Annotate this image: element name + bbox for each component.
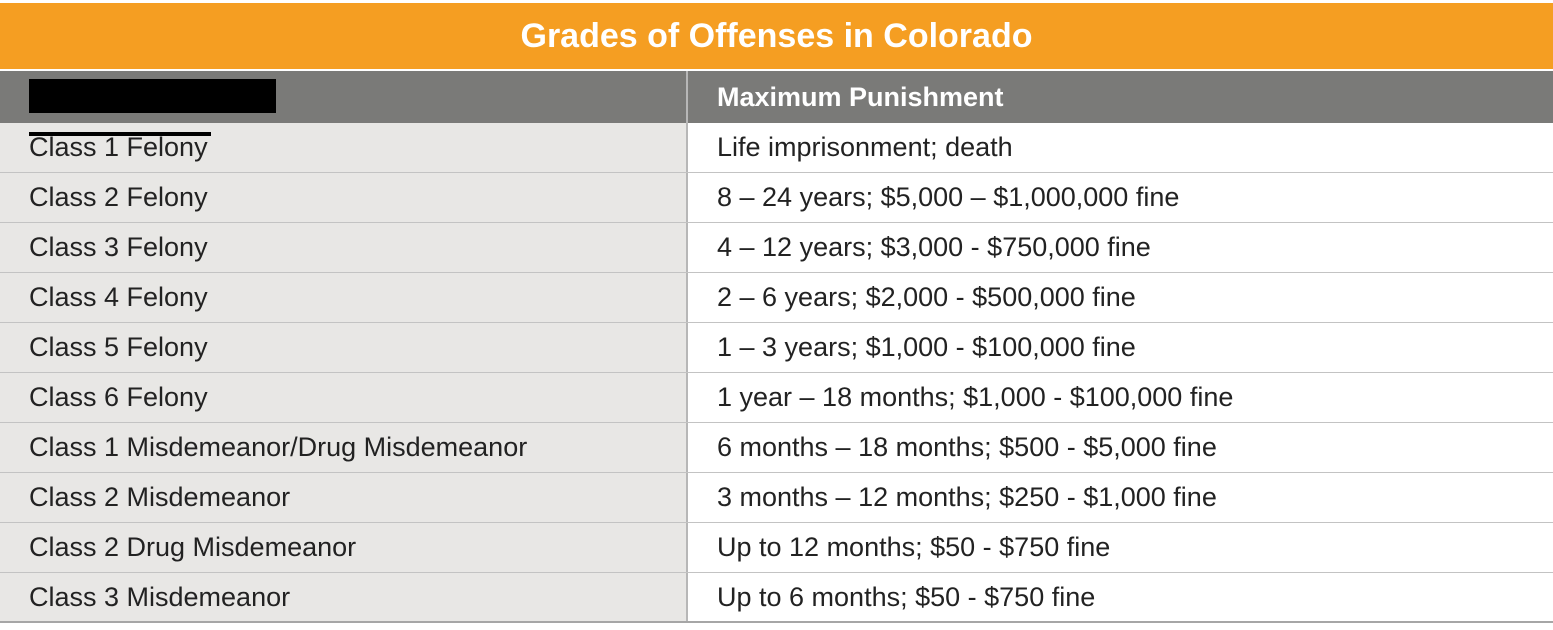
table-row: Class 5 Felony 1 – 3 years; $1,000 - $10…	[0, 323, 1553, 373]
redaction-underline	[29, 132, 211, 136]
offense-cell: Class 1 Misdemeanor/Drug Misdemeanor	[0, 423, 688, 472]
punishment-cell: 1 year – 18 months; $1,000 - $100,000 fi…	[688, 373, 1553, 422]
offense-cell: Class 2 Misdemeanor	[0, 473, 688, 522]
table-title: Grades of Offenses in Colorado	[0, 3, 1553, 69]
offense-cell: Class 3 Felony	[0, 223, 688, 272]
table-row: Class 1 Misdemeanor/Drug Misdemeanor 6 m…	[0, 423, 1553, 473]
offenses-table: Maximum Punishment Class 1 Felony Life i…	[0, 71, 1553, 623]
redaction-bar	[29, 79, 276, 113]
punishment-cell: 4 – 12 years; $3,000 - $750,000 fine	[688, 223, 1553, 272]
table-row: Class 2 Felony 8 – 24 years; $5,000 – $1…	[0, 173, 1553, 223]
punishment-cell: 3 months – 12 months; $250 - $1,000 fine	[688, 473, 1553, 522]
offense-cell: Class 2 Drug Misdemeanor	[0, 523, 688, 572]
punishment-cell: 1 – 3 years; $1,000 - $100,000 fine	[688, 323, 1553, 372]
table-row: Class 1 Felony Life imprisonment; death	[0, 123, 1553, 173]
table-row: Class 6 Felony 1 year – 18 months; $1,00…	[0, 373, 1553, 423]
table-row: Class 3 Misdemeanor Up to 6 months; $50 …	[0, 573, 1553, 623]
table-header-row: Maximum Punishment	[0, 71, 1553, 123]
table-row: Class 2 Misdemeanor 3 months – 12 months…	[0, 473, 1553, 523]
punishment-cell: 2 – 6 years; $2,000 - $500,000 fine	[688, 273, 1553, 322]
offense-cell: Class 5 Felony	[0, 323, 688, 372]
offense-cell: Class 3 Misdemeanor	[0, 573, 688, 621]
punishment-cell: 6 months – 18 months; $500 - $5,000 fine	[688, 423, 1553, 472]
punishment-cell: Up to 6 months; $50 - $750 fine	[688, 573, 1553, 621]
table-row: Class 4 Felony 2 – 6 years; $2,000 - $50…	[0, 273, 1553, 323]
punishment-cell: Up to 12 months; $50 - $750 fine	[688, 523, 1553, 572]
header-cell-punishment: Maximum Punishment	[688, 71, 1553, 123]
offense-cell: Class 4 Felony	[0, 273, 688, 322]
table-row: Class 3 Felony 4 – 12 years; $3,000 - $7…	[0, 223, 1553, 273]
table-row: Class 2 Drug Misdemeanor Up to 12 months…	[0, 523, 1553, 573]
offense-cell: Class 2 Felony	[0, 173, 688, 222]
punishment-cell: Life imprisonment; death	[688, 123, 1553, 172]
offense-cell: Class 6 Felony	[0, 373, 688, 422]
offense-cell: Class 1 Felony	[0, 123, 688, 172]
punishment-cell: 8 – 24 years; $5,000 – $1,000,000 fine	[688, 173, 1553, 222]
